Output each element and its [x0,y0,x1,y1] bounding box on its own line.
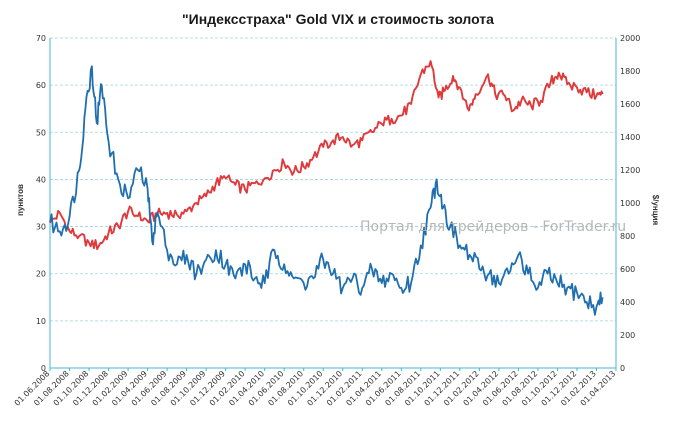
right-tick-label: 2000 [620,34,640,43]
axes [49,38,617,369]
vix-series-line [49,65,604,316]
chart-title: "Индексстраха" Gold VIX и стоимость золо… [182,11,494,27]
left-tick-label: 10 [36,317,46,326]
right-axis-title: $/унция [651,195,660,226]
x-axis-ticks: 01.06.200801.08.200801.10.200801.12.2008… [13,368,617,408]
right-tick-label: 600 [620,265,635,274]
left-tick-label: 40 [36,175,46,184]
watermark: Портал для трейдеров - ForTrader.ru [360,219,626,235]
left-tick-label: 0 [41,364,46,373]
right-tick-label: 200 [620,331,635,340]
right-tick-label: 1400 [620,133,640,142]
right-tick-label: 1800 [620,67,640,76]
left-tick-label: 70 [36,34,46,43]
right-tick-label: 400 [620,298,635,307]
right-tick-label: 0 [620,364,625,373]
left-tick-label: 50 [36,128,46,137]
left-axis-title: пунктов [16,184,25,216]
right-tick-label: 1200 [620,166,640,175]
left-tick-label: 20 [36,270,46,279]
right-y-axis-ticks: 0 200 400 600 800 1000 1200 1400 1600 1800 2000 [620,34,640,373]
left-y-axis-ticks: 0 10 20 30 40 50 60 70 [36,34,46,373]
right-tick-label: 1000 [620,199,640,208]
right-tick-label: 1600 [620,100,640,109]
right-tick-label: 800 [620,232,635,241]
left-tick-label: 30 [36,223,46,232]
series-layer [49,60,604,316]
gold-price-series-line [49,60,604,251]
left-tick-label: 60 [36,81,46,90]
